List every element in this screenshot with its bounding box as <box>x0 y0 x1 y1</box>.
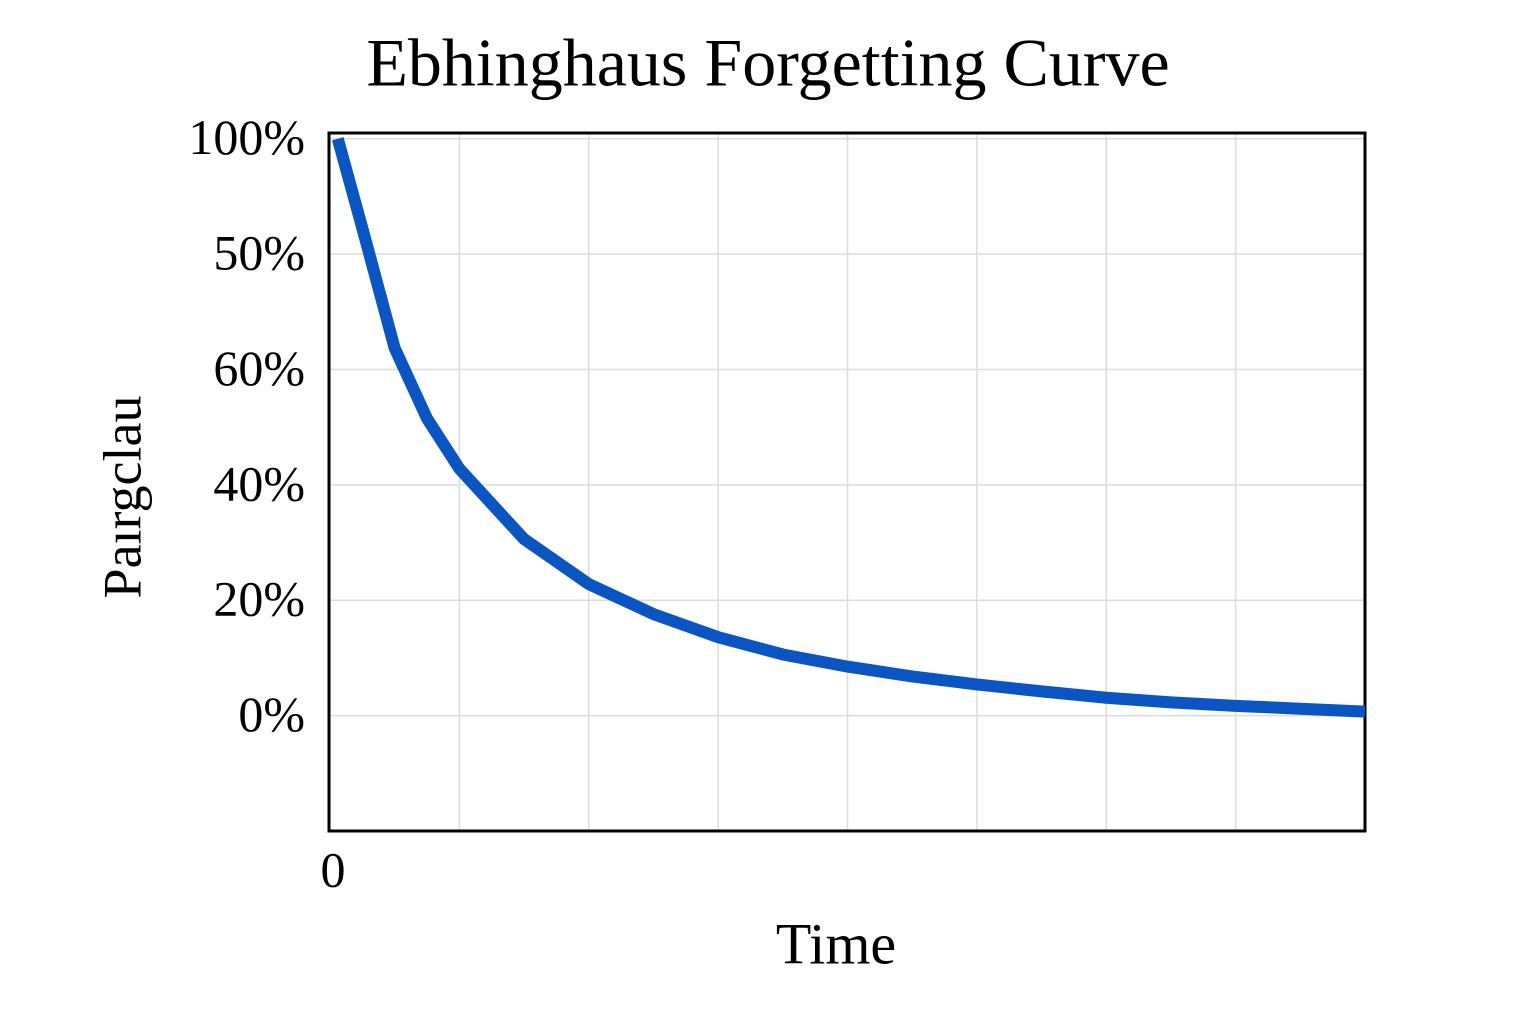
x-axis-label: Time <box>776 911 896 976</box>
y-tick-label: 40% <box>213 455 305 511</box>
y-tick-label: 50% <box>213 225 305 281</box>
y-tick-label: 60% <box>213 340 305 396</box>
chart-title: Ebhinghaus Forgetting Curve <box>366 25 1169 101</box>
plot-frame <box>327 131 1367 833</box>
y-tick-label: 20% <box>213 571 305 627</box>
line-series <box>331 137 1366 718</box>
y-tick-label: 0% <box>238 686 305 742</box>
y-tick-label: 100% <box>188 109 305 165</box>
x-tick-label: 0 <box>321 841 346 897</box>
y-axis-label: Paırgclau <box>92 396 152 599</box>
